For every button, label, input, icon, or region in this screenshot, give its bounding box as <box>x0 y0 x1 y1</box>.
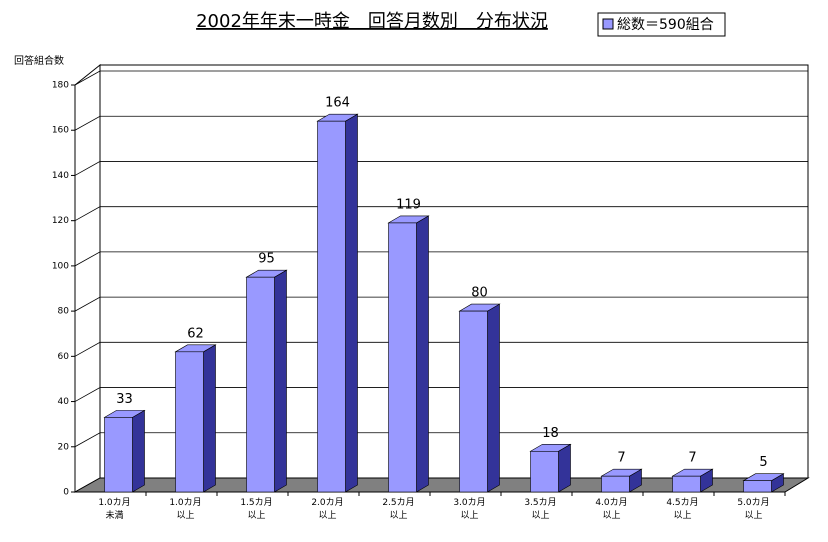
grid-line <box>74 296 808 312</box>
y-tick-label: 80 <box>58 307 70 317</box>
legend-box <box>597 12 726 37</box>
bar-side <box>274 269 287 493</box>
bar <box>743 480 772 493</box>
data-label: 164 <box>325 96 350 111</box>
legend-label: 総数＝590組合 <box>617 17 714 33</box>
bar-side <box>416 215 429 493</box>
x-tick-label: 3.0カ月以上 <box>453 497 485 521</box>
x-tick-label: 1.0カ月以上 <box>169 497 201 521</box>
x-tick-label: 3.5カ月以上 <box>524 497 556 521</box>
data-label: 119 <box>396 197 421 212</box>
back-wall <box>99 64 809 479</box>
y-axis-label: 回答組合数 <box>14 54 64 67</box>
bar <box>104 417 133 493</box>
y-tick-label: 100 <box>52 261 69 271</box>
x-tick-label: 4.0カ月以上 <box>595 497 627 521</box>
bar <box>317 120 346 493</box>
grid-line <box>74 161 808 176</box>
y-tick-label: 20 <box>58 442 70 452</box>
bar <box>672 475 701 493</box>
side-wall <box>74 63 101 493</box>
x-tick-label: 4.5カ月以上 <box>666 497 698 521</box>
y-tick-label: 180 <box>52 81 69 91</box>
bar <box>601 475 630 493</box>
grid-line <box>74 432 808 448</box>
bar-side <box>487 303 500 493</box>
bar <box>175 351 204 493</box>
x-tick-label: 1.5カ月以上 <box>240 497 272 521</box>
grid-line <box>74 206 808 222</box>
bar <box>459 310 488 493</box>
x-tick-label: 1.0カ月未満 <box>98 497 130 521</box>
data-label: 62 <box>187 326 204 341</box>
bar <box>246 276 275 493</box>
y-tick-label: 120 <box>52 216 69 226</box>
y-tick-label: 140 <box>52 171 69 181</box>
bar-side <box>203 344 216 493</box>
grid-line <box>74 387 808 402</box>
grid-line <box>74 251 808 267</box>
bar-side <box>345 113 358 493</box>
legend-swatch <box>602 18 614 30</box>
y-tick-label: 60 <box>58 352 70 362</box>
data-label: 33 <box>116 392 133 407</box>
data-label: 5 <box>759 455 767 470</box>
x-tick-label: 2.0カ月以上 <box>311 497 343 521</box>
data-label: 7 <box>688 451 696 466</box>
bar-side <box>558 443 571 493</box>
data-label: 18 <box>542 426 559 441</box>
bar <box>388 222 417 493</box>
data-label: 80 <box>471 286 488 301</box>
grid-line <box>74 70 808 86</box>
data-label: 7 <box>617 451 625 466</box>
bar <box>530 450 559 493</box>
y-tick-label: 0 <box>63 488 69 498</box>
y-tick-label: 40 <box>58 397 70 407</box>
grid-line <box>74 115 808 131</box>
bar-side <box>132 409 145 493</box>
chart-title: 2002年年末一時金 回答月数別 分布状況 <box>196 11 548 32</box>
grid-line <box>74 341 808 357</box>
x-tick-label: 5.0カ月以上 <box>737 497 769 521</box>
data-label: 95 <box>258 252 275 267</box>
x-tick-label: 2.5カ月以上 <box>382 497 414 521</box>
y-tick-label: 160 <box>52 126 69 136</box>
